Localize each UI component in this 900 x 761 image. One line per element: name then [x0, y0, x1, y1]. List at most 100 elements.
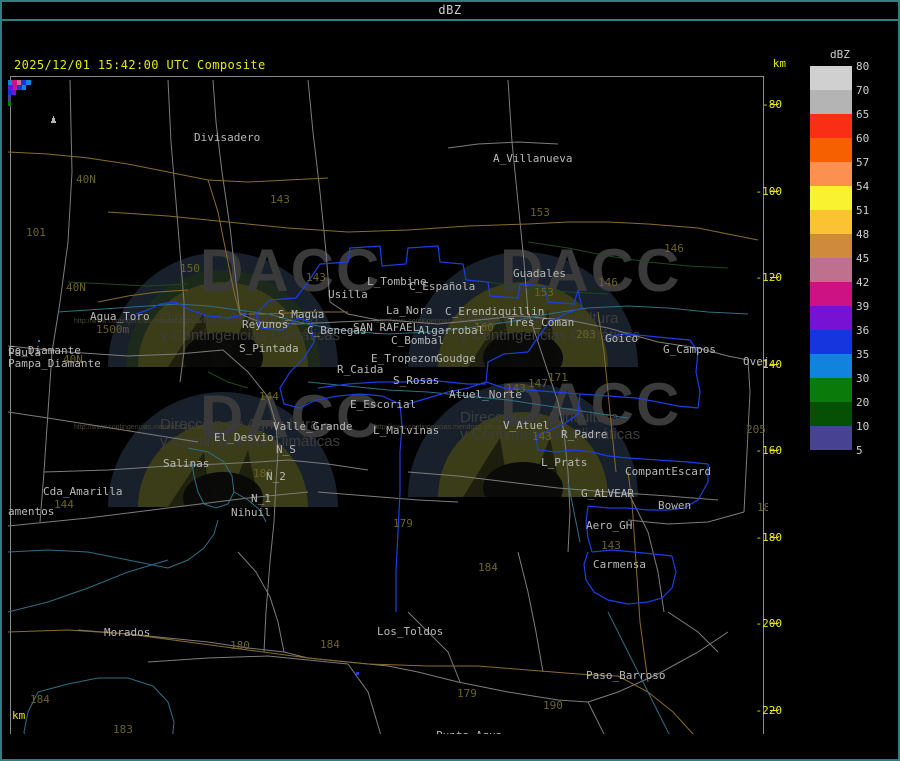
- colorbar-swatch[interactable]: [810, 210, 852, 234]
- map-place-label: El_Desvio: [214, 431, 274, 444]
- map-place-label: C_Bombal: [391, 334, 444, 347]
- watermark-url-2: http://www.contingencias.mendoza.gov.ar: [374, 318, 503, 325]
- map-route-label: 144: [259, 390, 279, 403]
- watermark-line2-c: y Contingencias Climáticas: [160, 433, 341, 450]
- watermark-line2-b: y Contingencias Climáticas: [460, 327, 641, 344]
- radar-plot-area[interactable]: DACC DACC DACC DACC Dirección de Agricul…: [8, 52, 768, 734]
- colorbar-tick-label: 20: [856, 396, 870, 409]
- colorbar-swatch[interactable]: [810, 354, 852, 378]
- y-axis-tick-mark: [770, 450, 778, 451]
- colorbar-swatch[interactable]: [810, 426, 852, 450]
- map-route-label: 143: [506, 382, 526, 395]
- y-axis-tick-label: -220: [755, 703, 783, 717]
- map-place-label: S_Pintada: [239, 342, 299, 355]
- colorbar-swatch[interactable]: [810, 234, 852, 258]
- y-axis-tick-label: -180: [755, 530, 783, 544]
- map-place-label: La_Nora: [386, 304, 433, 317]
- map-place-label: Nihuil: [231, 506, 271, 519]
- map-route-label: 180: [230, 639, 250, 652]
- map-place-label: E_Tropezon: [371, 352, 438, 365]
- colorbar-swatches[interactable]: [810, 66, 852, 450]
- watermark-line1-d: Dirección de Agricultura: [460, 409, 619, 426]
- map-place-label: SAN_RAFAEL: [353, 321, 420, 334]
- watermark-line2-a: y Contingencias Climáticas: [160, 327, 341, 344]
- map-route-label: 150: [180, 262, 200, 275]
- colorbar-tick-label: 35: [856, 348, 870, 361]
- colorbar-swatch[interactable]: [810, 90, 852, 114]
- watermark-url-1: http://www.contingencias.mendoza.gov.ar: [74, 318, 203, 325]
- map-place-label: S_Rosas: [393, 374, 440, 387]
- y-axis-tick-mark: [770, 536, 778, 538]
- colorbar-swatch[interactable]: [810, 138, 852, 162]
- colorbar-tick-label: 54: [856, 180, 870, 193]
- map-route-label: 184: [320, 638, 340, 651]
- map-route-label: 179: [457, 687, 477, 700]
- map-place-label: V_Atuel: [503, 419, 550, 432]
- colorbar-swatch[interactable]: [810, 66, 852, 90]
- map-route-label: 146: [598, 276, 618, 289]
- map-place-label: amentos: [8, 505, 55, 518]
- watermark-line1-b: Dirección de Agricultura: [460, 310, 619, 327]
- watermark-line1-c: Dirección de Agricultura: [160, 416, 319, 433]
- map-place-label: Carmensa: [593, 558, 646, 571]
- y-axis-unit-label: km: [772, 57, 786, 70]
- colorbar-swatch[interactable]: [810, 306, 852, 330]
- colorbar-swatch[interactable]: [810, 378, 852, 402]
- y-axis-tick-mark: [770, 709, 778, 711]
- map-place-label: N_S: [276, 443, 296, 456]
- colorbar-tick-label: 5: [856, 444, 863, 457]
- watermark-url-4: http://www.contingencias.mendoza.gov.ar: [374, 424, 503, 431]
- titlebar-separator: [2, 19, 898, 21]
- map-place-label: Divisadero: [194, 131, 261, 144]
- radar-panel: 2025/12/01 15:42:00 UTC Composite km km: [4, 24, 794, 734]
- colorbar-tick-label: 42: [856, 276, 870, 289]
- colorbar-tick-label: 30: [856, 372, 870, 385]
- colorbar-tick-label: 36: [856, 324, 870, 337]
- map-route-label: 203: [576, 328, 596, 341]
- map-place-label: Guadales: [513, 267, 566, 280]
- y-axis-tick-label: -140: [755, 357, 783, 371]
- colorbar-swatch[interactable]: [810, 186, 852, 210]
- map-route-label: 40N: [76, 173, 96, 186]
- map-route-label: 18: [757, 501, 768, 514]
- map-route-label: 143: [270, 193, 290, 206]
- window-border-top: [0, 0, 900, 2]
- colorbar-swatch[interactable]: [810, 114, 852, 138]
- y-axis-tick-mark: [770, 363, 778, 365]
- y-axis-tick-label: -100: [755, 184, 783, 198]
- map-route-label: 179: [393, 517, 413, 530]
- colorbar-title: dBZ: [830, 48, 850, 61]
- colorbar-swatch[interactable]: [810, 282, 852, 306]
- map-place-label: Pampa_Diamante: [8, 357, 101, 370]
- map-place-label: Los_Toldos: [377, 625, 444, 638]
- map-place-label: Aero_GH: [586, 519, 633, 532]
- map-place-label: L_Malvinas: [373, 424, 440, 437]
- map-route-label: 153: [530, 206, 550, 219]
- map-route-label: 153: [534, 286, 554, 299]
- map-route-label: 143: [601, 539, 621, 552]
- map-route-label: 40N: [66, 281, 86, 294]
- colorbar-swatch[interactable]: [810, 162, 852, 186]
- colorbar-tick-label: 10: [856, 420, 870, 433]
- colorbar-tick-label: 51: [856, 204, 870, 217]
- map-route-label: 171: [548, 371, 568, 384]
- map-place-label: Valle_Grande: [273, 420, 353, 433]
- colorbar-tick-label: 70: [856, 84, 870, 97]
- colorbar-swatch[interactable]: [810, 402, 852, 426]
- x-axis-unit-label: km: [12, 709, 26, 722]
- watermark-logo-3: DACC: [200, 383, 382, 450]
- watermark-url-3: http://www.contingencias.mendoza.gov.ar: [74, 424, 203, 431]
- map-route-label: 183: [113, 723, 133, 734]
- map-route-label: 180: [253, 467, 273, 480]
- map-route-label: 190: [543, 699, 563, 712]
- window-border-right: [898, 0, 900, 761]
- map-plot-border: [10, 76, 764, 734]
- colorbar-swatch[interactable]: [810, 330, 852, 354]
- map-place-label: Usilla: [328, 288, 368, 301]
- map-place-label: L_Prats: [541, 456, 588, 469]
- map-place-label: Morados: [104, 626, 151, 639]
- map-place-label: C_Benegas: [307, 324, 367, 337]
- colorbar-swatch[interactable]: [810, 258, 852, 282]
- map-route-label: 146: [664, 242, 684, 255]
- map-place-label: N_1: [251, 492, 271, 505]
